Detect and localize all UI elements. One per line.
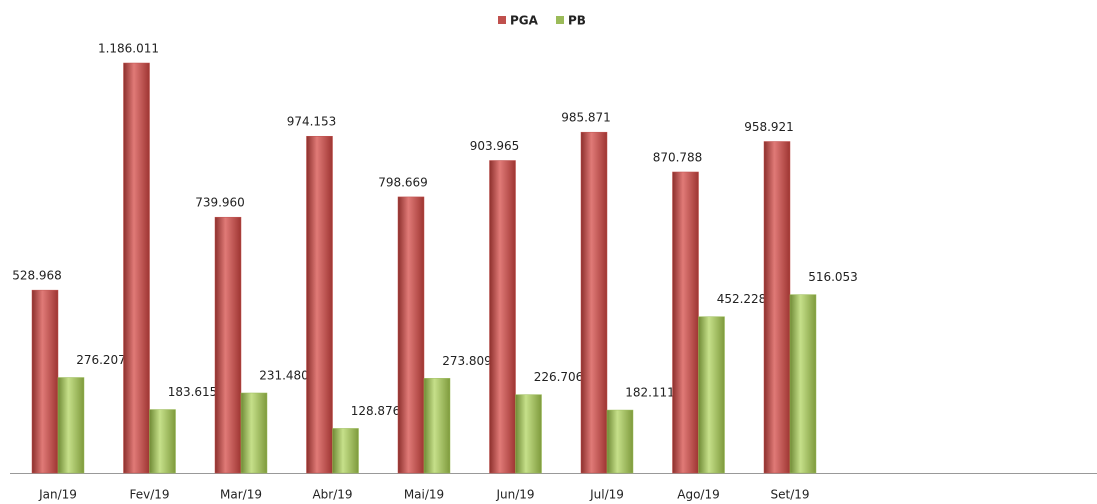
bar xyxy=(149,409,176,474)
bar xyxy=(240,392,268,474)
x-tick-label: Mar/19 xyxy=(220,488,262,502)
value-label: 276.207 xyxy=(76,353,126,367)
legend-swatch xyxy=(498,16,506,24)
value-label: 231.480 xyxy=(259,368,309,382)
value-label: 226.706 xyxy=(534,370,584,384)
bar xyxy=(57,377,85,474)
value-label: 1.186.011 xyxy=(98,42,159,56)
bar xyxy=(332,428,359,474)
x-tick-label: Jun/19 xyxy=(495,488,534,502)
x-tick-label: Jul/19 xyxy=(589,488,624,502)
x-tick-label: Fev/19 xyxy=(129,488,169,502)
bar xyxy=(672,171,699,474)
value-label: 798.669 xyxy=(378,175,428,189)
value-label: 528.968 xyxy=(12,269,62,283)
bar xyxy=(306,135,333,474)
x-tick-label: Set/19 xyxy=(770,488,809,502)
bar xyxy=(423,378,451,474)
bar xyxy=(31,289,59,474)
bar xyxy=(580,131,608,474)
bar xyxy=(214,216,242,474)
bar xyxy=(489,160,516,474)
legend-label: PGA xyxy=(510,14,539,28)
value-label: 903.965 xyxy=(470,139,520,153)
value-label: 870.788 xyxy=(653,150,703,164)
value-label: 452.228 xyxy=(717,292,767,306)
value-label: 273.809 xyxy=(442,354,492,368)
value-label: 183.615 xyxy=(168,385,218,399)
value-label: 739.960 xyxy=(195,196,245,210)
bar xyxy=(698,316,725,474)
value-label: 958.921 xyxy=(744,120,794,134)
x-tick-label: Ago/19 xyxy=(677,488,719,502)
x-tick-label: Jan/19 xyxy=(38,488,77,502)
bar xyxy=(397,196,425,474)
value-label: 182.111 xyxy=(625,386,675,400)
bar xyxy=(763,141,791,474)
bar xyxy=(606,409,634,474)
value-label: 985.871 xyxy=(561,111,611,125)
legend-swatch xyxy=(556,16,564,24)
legend-label: PB xyxy=(568,14,586,28)
x-tick-label: Abr/19 xyxy=(312,488,352,502)
value-label: 516.053 xyxy=(808,270,858,284)
bar xyxy=(123,62,150,474)
value-label: 128.876 xyxy=(351,404,401,418)
x-tick-label: Mai/19 xyxy=(404,488,444,502)
bar xyxy=(515,394,542,474)
bar xyxy=(789,294,817,474)
value-label: 974.153 xyxy=(287,115,337,129)
